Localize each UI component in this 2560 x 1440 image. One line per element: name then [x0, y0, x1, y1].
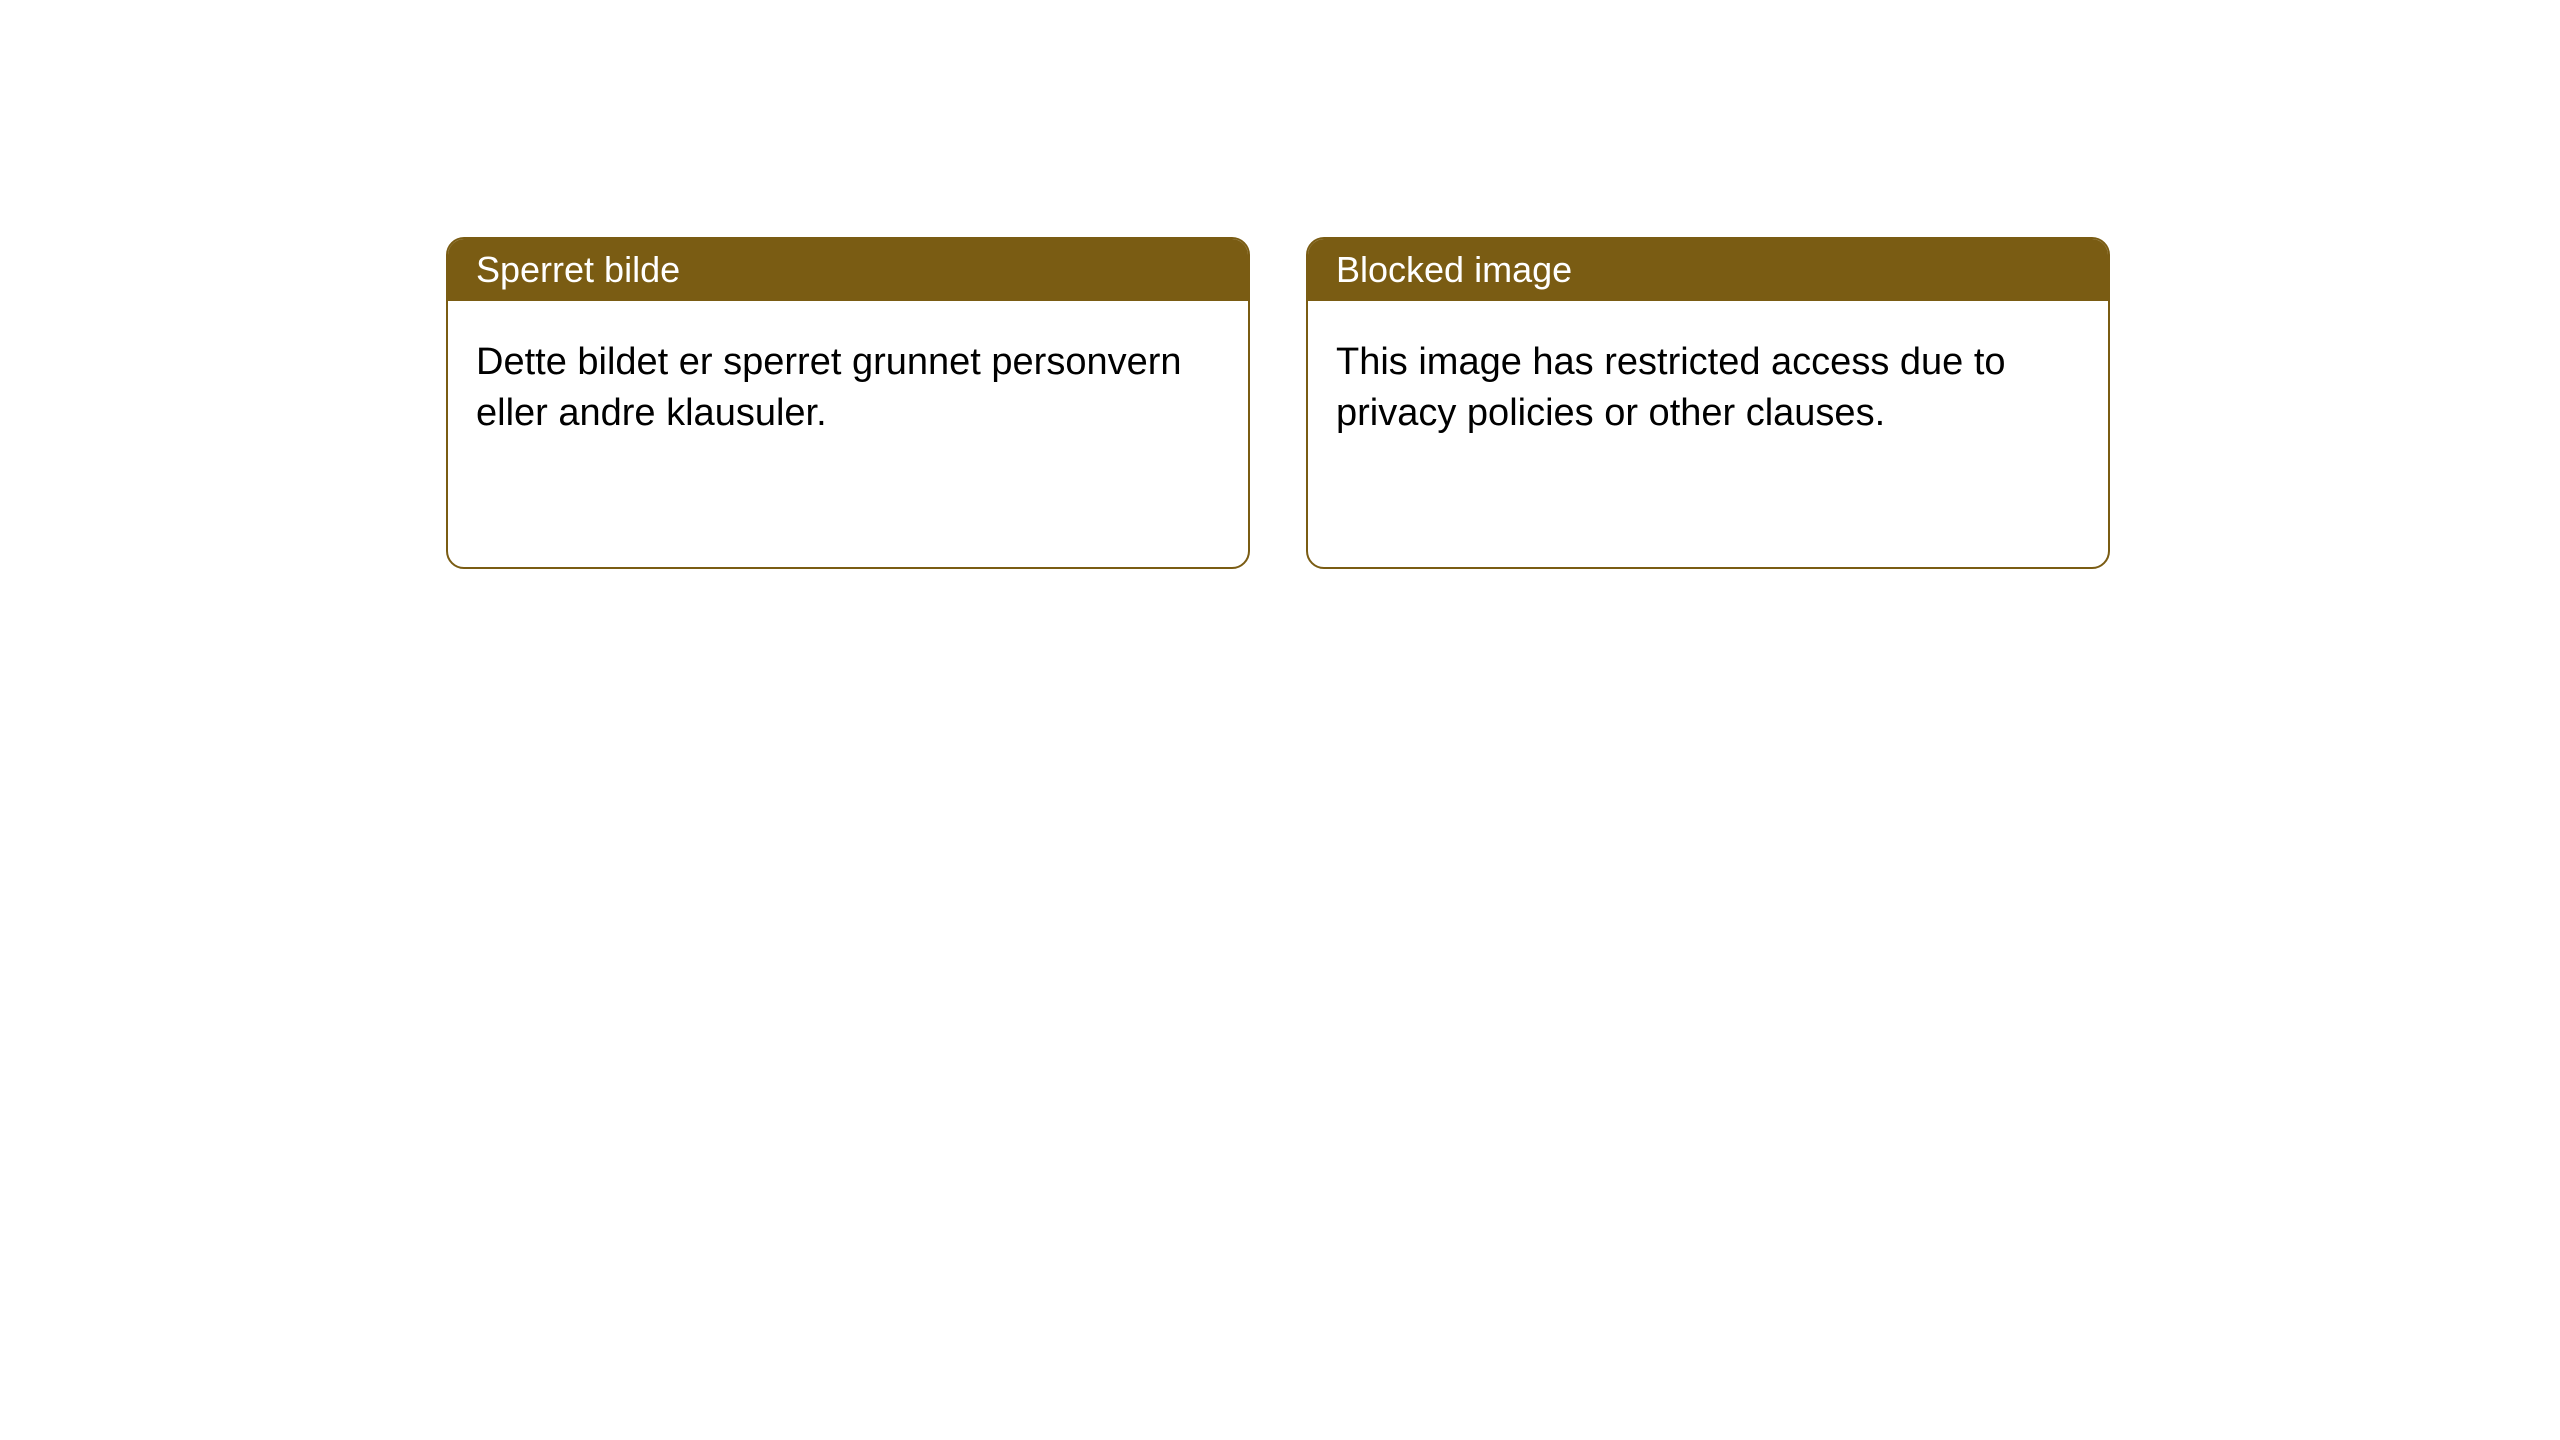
blocked-image-card-english: Blocked image This image has restricted …	[1306, 237, 2110, 569]
card-body-english: This image has restricted access due to …	[1308, 301, 2108, 476]
notice-container: Sperret bilde Dette bildet er sperret gr…	[0, 0, 2560, 569]
card-title-english: Blocked image	[1308, 239, 2108, 301]
card-body-norwegian: Dette bildet er sperret grunnet personve…	[448, 301, 1248, 476]
blocked-image-card-norwegian: Sperret bilde Dette bildet er sperret gr…	[446, 237, 1250, 569]
card-title-norwegian: Sperret bilde	[448, 239, 1248, 301]
